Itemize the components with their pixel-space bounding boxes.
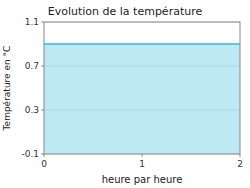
y-axis-label: Température en °C xyxy=(2,46,12,132)
chart-title: Evolution de la température xyxy=(48,5,203,18)
x-tick xyxy=(240,154,241,157)
grid xyxy=(44,22,240,154)
chart-svg: -0.1 0.3 0.7 1.1 0 1 2 heure par heure Températu… xyxy=(0,0,250,188)
y-tick-label: 0.7 xyxy=(25,61,39,71)
x-tick-label: 1 xyxy=(139,159,145,169)
y-tick-label: -0.1 xyxy=(21,149,39,159)
y-axis: -0.1 0.3 0.7 1.1 xyxy=(21,17,44,159)
x-axis: 0 1 2 xyxy=(41,154,243,169)
plot-frame xyxy=(44,22,240,154)
plot-area xyxy=(44,44,240,154)
x-tick xyxy=(142,154,143,157)
x-tick-label: 2 xyxy=(237,159,243,169)
y-tick-label: 1.1 xyxy=(25,17,39,27)
y-tick-label: 0.3 xyxy=(25,105,39,115)
y-tick xyxy=(41,66,44,67)
x-axis-label: heure par heure xyxy=(102,174,183,185)
chart-container: -0.1 0.3 0.7 1.1 0 1 2 heure par heure Températu… xyxy=(0,0,250,188)
y-tick xyxy=(41,110,44,111)
area-fill xyxy=(44,44,240,154)
x-tick-label: 0 xyxy=(41,159,47,169)
area-line xyxy=(44,43,240,45)
y-tick xyxy=(41,22,44,23)
x-tick xyxy=(44,154,45,157)
